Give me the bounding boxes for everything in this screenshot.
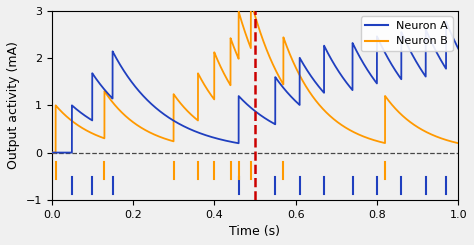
Neuron B <box>65 117 71 120</box>
Neuron A <box>51 151 56 154</box>
Neuron A <box>65 151 71 154</box>
Neuron B <box>247 46 253 49</box>
Neuron A <box>49 151 55 154</box>
Neuron A <box>434 51 439 54</box>
X-axis label: Time (s): Time (s) <box>229 225 281 238</box>
Neuron A <box>456 47 461 50</box>
Neuron B <box>434 135 439 138</box>
Line: Neuron A: Neuron A <box>52 22 458 153</box>
Neuron B <box>248 0 254 2</box>
Neuron B <box>73 122 79 125</box>
Neuron A <box>443 20 449 23</box>
Neuron B <box>49 151 55 154</box>
Legend: Neuron A, Neuron B: Neuron A, Neuron B <box>361 16 453 51</box>
Neuron A <box>247 106 253 109</box>
Neuron A <box>128 80 134 83</box>
Neuron B <box>456 142 461 145</box>
Y-axis label: Output activity (mA): Output activity (mA) <box>7 41 20 169</box>
Neuron B <box>51 151 56 154</box>
Line: Neuron B: Neuron B <box>52 1 458 153</box>
Neuron B <box>128 119 134 122</box>
Neuron A <box>73 107 79 110</box>
